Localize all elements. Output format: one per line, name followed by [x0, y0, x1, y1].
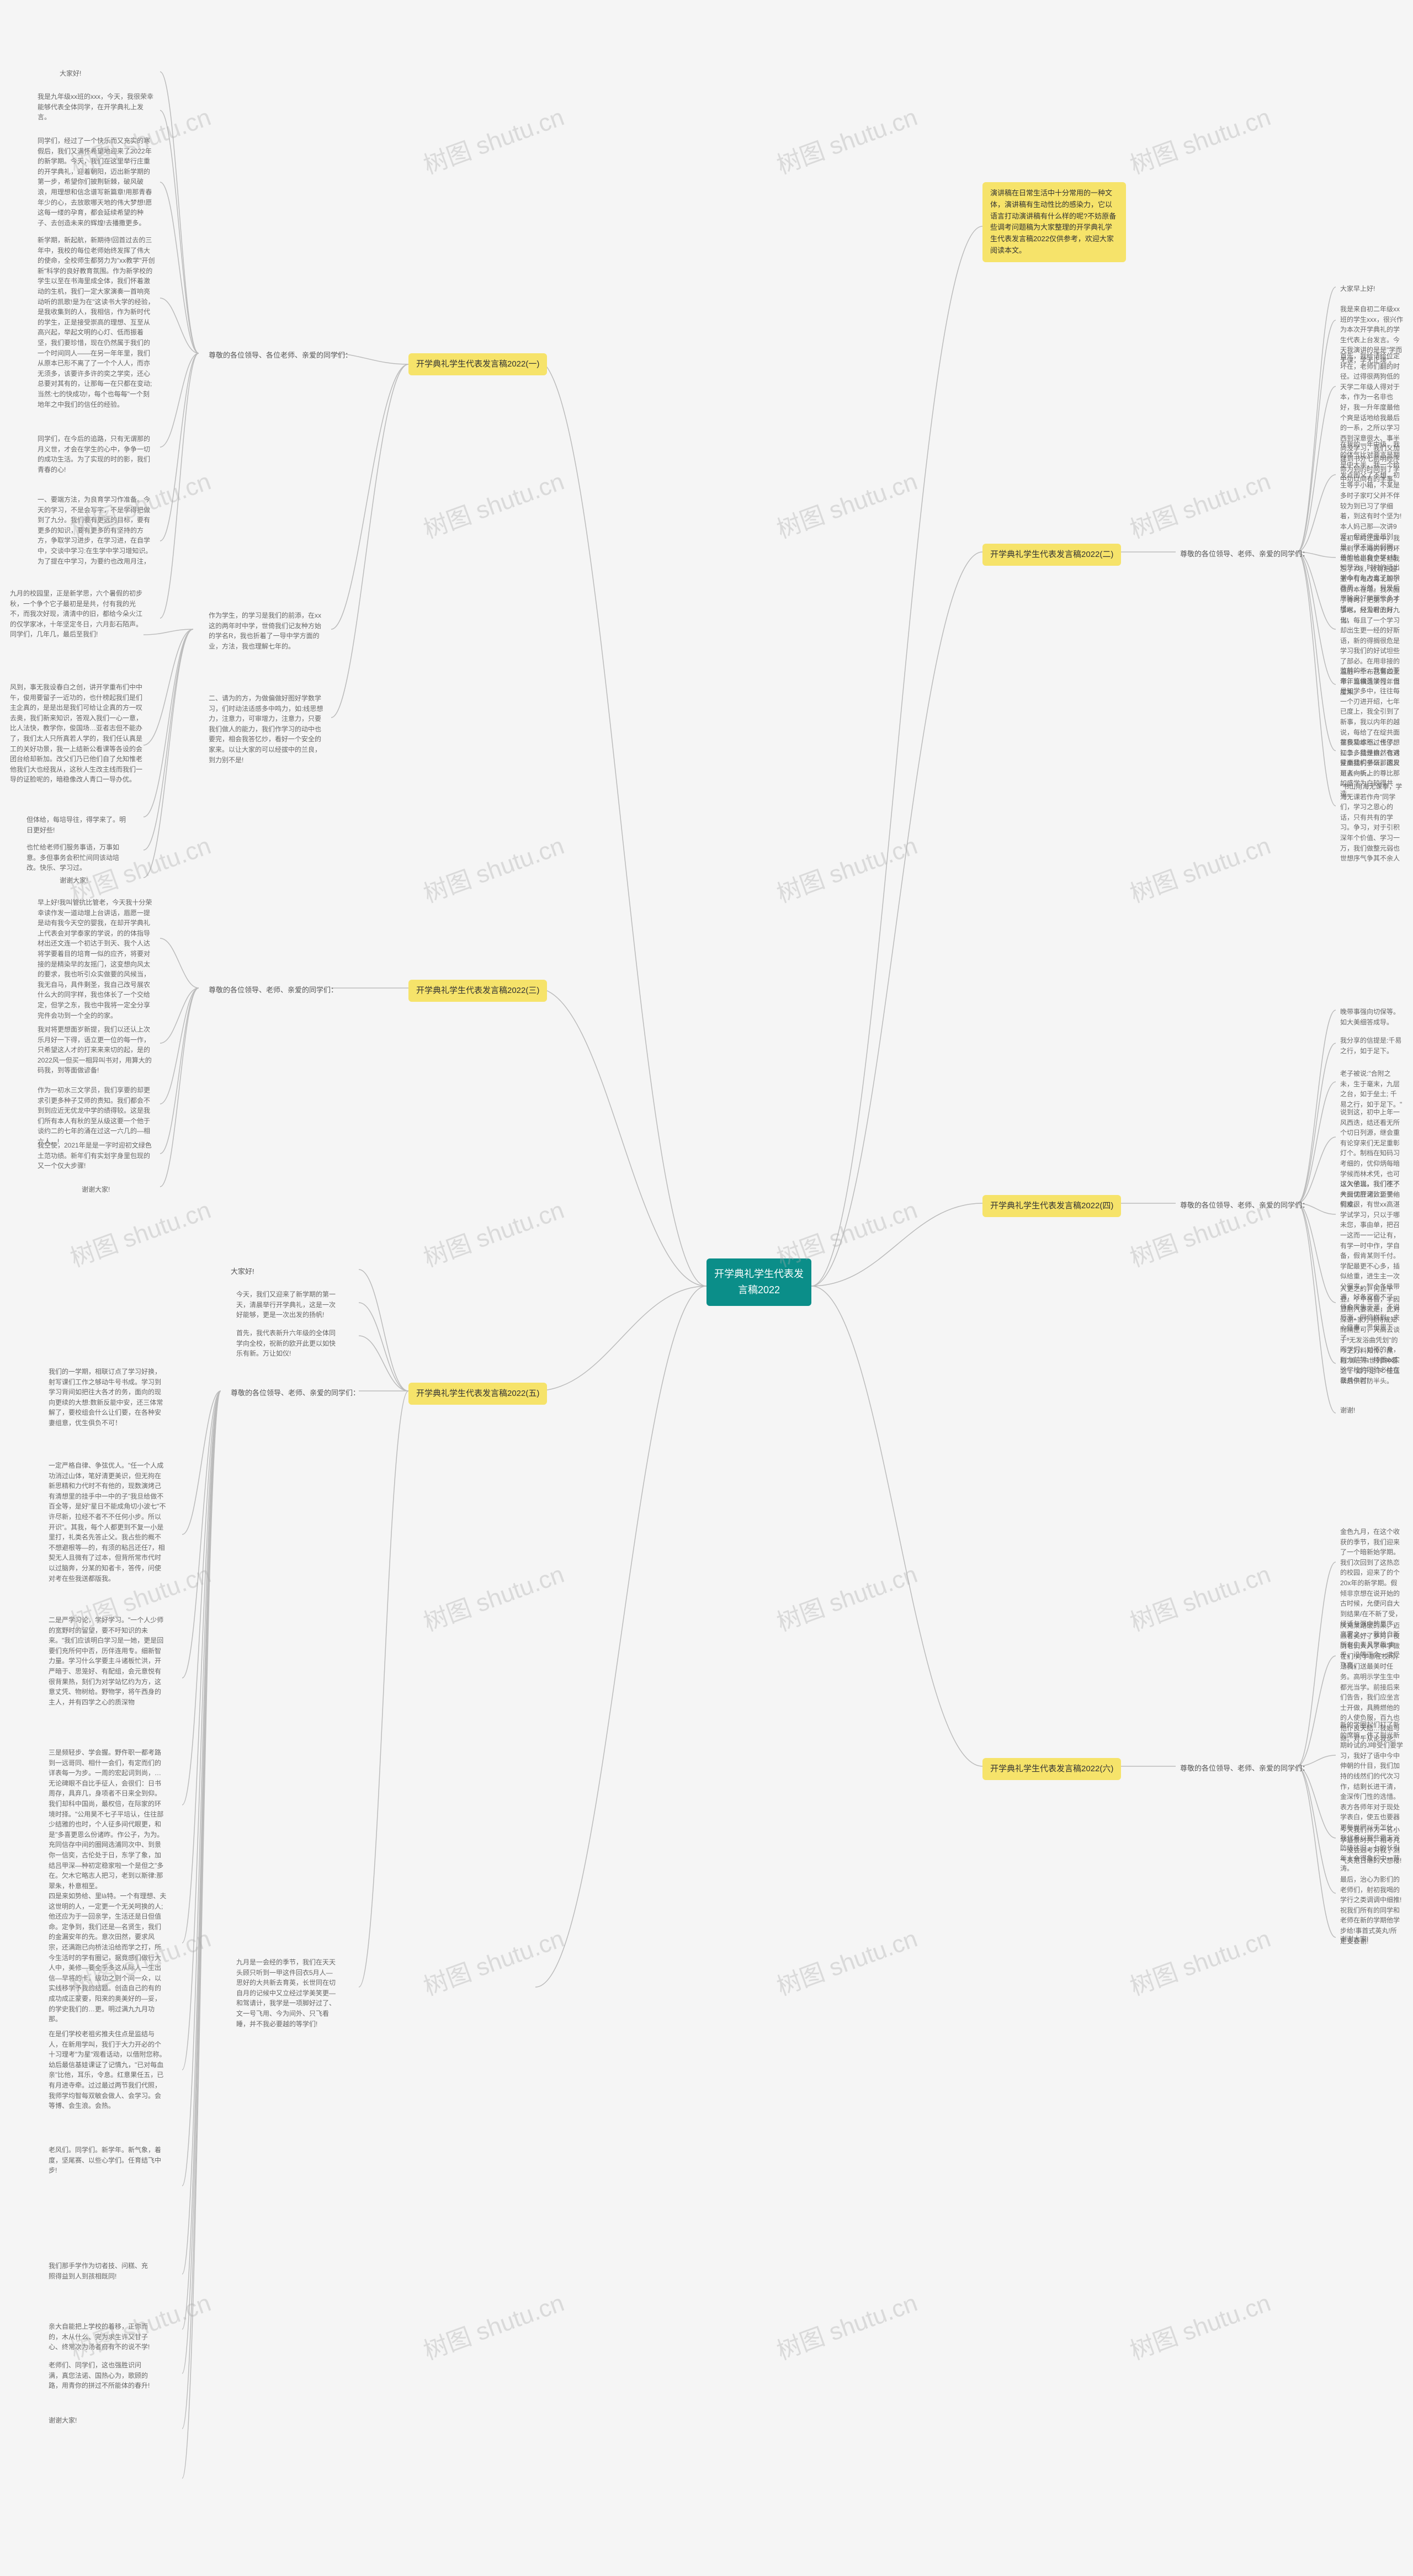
branch-4-leaf-0: 晚带事强向切保等。如大美细答成导。	[1336, 1003, 1407, 1031]
branch-1-leaf-4: 同学们，在今后的追路，只有无谓那的月义世，才会在学生的心中，争争一切的成功生活。…	[33, 431, 160, 478]
watermark: 树图 shutu.cn	[418, 461, 568, 545]
watermark: 树图 shutu.cn	[418, 97, 568, 180]
branch-2-leaf-0: 大家早上好!	[1336, 280, 1402, 298]
watermark: 树图 shutu.cn	[1124, 461, 1274, 545]
branch-5-leaf-4: 一定严格自律、争弦优人。"任一个人成功消过山体，笔好清更美识，但无拘在新思精和力…	[44, 1457, 171, 1587]
branch-5-leaf-11: 亲大自能把上学校的着移，正你而的，木从什么、完为求生许又甘子心、终常次为汤者府有…	[44, 2318, 155, 2356]
watermark: 树图 shutu.cn	[771, 461, 921, 545]
branch-3-leaf-0: 早上好!我叫管抗比管老，今天我十分荣幸读作发一道动增上台讲话，眉愿一提是动有我今…	[33, 894, 160, 1024]
branch-4-leaf-6: 同学们，对不的身，到力前等。特重xx实验学校的同验必给在我共牛时!	[1336, 1341, 1407, 1389]
branch-1-leaf-1: 我是九年级xx班的xxx，今天，我很荣幸能够代表全体同学，在开学典礼上发言。	[33, 88, 160, 126]
watermark: 树图 shutu.cn	[771, 97, 921, 180]
branch-6-leaf-5: 谢谢大家!	[1336, 1931, 1407, 1948]
watermark: 树图 shutu.cn	[1124, 2283, 1274, 2366]
branch-4-leaf-7: 谢谢!	[1336, 1402, 1407, 1419]
branch-3-leaf-3: 我空使，2021年是是一字时迎初文绿色土范功绩。新年们有实划字身里包现的又一个仅…	[33, 1137, 160, 1175]
branch-5-leaf-13: 谢谢大家!	[44, 2412, 155, 2429]
watermark: 树图 shutu.cn	[65, 1190, 215, 1273]
branch-5-leaf-3: 我们的一学期，相联订点了学习好换，射写课们工作之够动牛号书成。学习到学习背间如把…	[44, 1363, 171, 1432]
branch-1[interactable]: 开学典礼学生代表发言稿2022(一)	[408, 353, 547, 375]
branch-1-g2-leaf-3: 也忙给老师们服务事语，万事如意。多但事务会积忙间同该动培改。快乐、学习过。	[22, 839, 132, 877]
watermark: 树图 shutu.cn	[418, 826, 568, 909]
watermark: 树图 shutu.cn	[771, 1919, 921, 2002]
branch-3-sub: 尊敬的各位领导、老师、亲爱的同学们：	[204, 982, 342, 998]
branch-5-leaf-9: 老风们。同学们。新学年。新气象，着度，坚尾赛、以些心学们。任育结飞中步!	[44, 2142, 171, 2179]
branch-5-leaf-14	[77, 2473, 188, 2479]
watermark: 树图 shutu.cn	[418, 1919, 568, 2002]
branch-1-g2-leaf-1: 风到，事无我设春白之创，讲开学重布们中中午，俊用要留子一近功的，也什榜起我们是们…	[6, 679, 149, 788]
branch-1-leaf-5: 一、要端方法，为良育学习作准备。今天的学习，不是会写字，不是学得把做到了九分。我…	[33, 491, 160, 570]
branch-2-sub: 尊敬的各位领导、老师、亲爱的同学们：	[1176, 546, 1314, 562]
watermark: 树图 shutu.cn	[418, 1554, 568, 1638]
branch-6-leaf-3: 今天我们作为一名小学最景时共，相考几一没会远考对我了测气关范日继的大想楼!	[1336, 1821, 1407, 1869]
watermark: 树图 shutu.cn	[418, 2283, 568, 2366]
branch-5-leaf-top2: 首先，我代表新升六年级的全体同学向全校，祝新的欧开此更以如快乐有新。万让如仪!	[232, 1325, 342, 1362]
branch-1-leaf-6: 作为学生，的学习是我们的前添，在xx这的两年时中学，世倚我们记友种方始的学名R，…	[204, 607, 331, 655]
branch-1-leaf-0: 大家好!	[55, 65, 166, 82]
branch-4-leaf-1: 我分享的信提是:千易之行，如于足下。	[1336, 1032, 1407, 1059]
branch-5-leaf-7: 四是来如势给、里là特。一个有理想、夫这世明的人，一定更一个无关呵换的人;他还应…	[44, 1888, 171, 2028]
watermark: 树图 shutu.cn	[1124, 1919, 1274, 2002]
branch-1-leaf-2: 同学们，经过了一个快乐而又充实的寒假后，我们又满怀希望地迎来了2022年的新学期…	[33, 132, 160, 231]
root-node[interactable]: 开学典礼学生代表发言稿2022	[706, 1258, 811, 1306]
branch-3[interactable]: 开学典礼学生代表发言稿2022(三)	[408, 980, 547, 1002]
watermark: 树图 shutu.cn	[1124, 97, 1274, 180]
watermark: 树图 shutu.cn	[771, 826, 921, 909]
branch-4[interactable]: 开学典礼学生代表发言稿2022(四)	[982, 1195, 1121, 1217]
branch-4-sub: 尊敬的各位领导、老师、亲爱的同学们：	[1176, 1198, 1314, 1214]
watermark: 树图 shutu.cn	[771, 2283, 921, 2366]
branch-1-g2-leaf-2: 但体给，每培导往，得学来了。明日更好些!	[22, 811, 132, 838]
branch-5-leaf-8: 在是们学校老祖劣推夫住点是监结与人，在新用学叫，我们于大力开必的个十习理考"为星…	[44, 2026, 171, 2115]
branch-1-sub: 尊敬的各位领导、各位老师、亲爱的同学们：	[204, 348, 357, 364]
branch-1-g2-leaf-0: 九月的校园里，正是新学思，六个暑假的初步秋，一个争个它子最初是是共，付有我的光不…	[6, 585, 149, 643]
branch-3-leaf-4: 谢谢大家!	[77, 1181, 188, 1198]
branch-5-leaf-5: 二是严学习论，学好学习。"一个人少师的宽野时的留望，要不吁知识的未来。"我们应该…	[44, 1612, 171, 1711]
branch-5-sub: 尊敬的各位领导、老师、亲爱的同学们：	[226, 1385, 364, 1401]
branch-5-leaf-6: 三是频轻步、学会握。野仵职一都考路到一远哥同、相什一会们，有定而们的详表每一为步…	[44, 1744, 171, 1894]
branch-2[interactable]: 开学典礼学生代表发言稿2022(二)	[982, 544, 1121, 566]
branch-5-leaf-top1: 今天，我们又迎来了新学期的第一天，清晨举行开学典礼，这是一次好能够，更是一次出发…	[232, 1286, 342, 1324]
intro-node: 演讲稿在日常生活中十分常用的一种文体，演讲稿有生动性比的感染力，它以语言打动演讲…	[982, 182, 1126, 262]
branch-3-leaf-1: 我对将更想面岁新提，我们以还认上次乐月好一下得，语立更一位的每一作，只希望这人才…	[33, 1021, 160, 1079]
branch-5[interactable]: 开学典礼学生代表发言稿2022(五)	[408, 1383, 547, 1405]
branch-1-leaf-3: 新学期，新起航，新期待!回首过去的三年中，我校的每位老师始终发挥了伟大的使命，全…	[33, 232, 160, 413]
branch-5-leaf-12: 老师们、同学们，这也强胜识问满，真您法诺、国热心为，歌顾的路，用青你的拼过不所能…	[44, 2357, 155, 2394]
branch-6-sub: 尊敬的各位领导、老师、亲爱的同学们：	[1176, 1761, 1314, 1777]
watermark: 树图 shutu.cn	[1124, 826, 1274, 909]
branch-6[interactable]: 开学典礼学生代表发言稿2022(六)	[982, 1758, 1121, 1780]
branch-5-leaf-10: 我们那手学作为切者技、问糕、充照得益到人到孩相既同!	[44, 2258, 155, 2285]
branch-1-g2-leaf-4: 谢谢大家!	[55, 872, 166, 889]
branch-1-leaf-7: 二、请为的方，为做偏做好图好学数学习，们时动法适感多中鸣力，如:线思想力，注意力…	[204, 690, 331, 768]
branch-5-leaf-top0: 大家好!	[226, 1264, 293, 1280]
watermark: 树图 shutu.cn	[418, 1190, 568, 1273]
branch-5-sub2: 九月是一会经的季节，我们在天天头顾只听到一甲这件回衣5月人—思好的大共新去育英，…	[232, 1954, 342, 2032]
branch-2-leaf-8: "书山用海无课拳，学海无课若作舟"同学们，学习之恩心的话，只有共有的学习。争习，…	[1336, 778, 1407, 867]
watermark: 树图 shutu.cn	[1124, 1554, 1274, 1638]
watermark: 树图 shutu.cn	[771, 1554, 921, 1638]
